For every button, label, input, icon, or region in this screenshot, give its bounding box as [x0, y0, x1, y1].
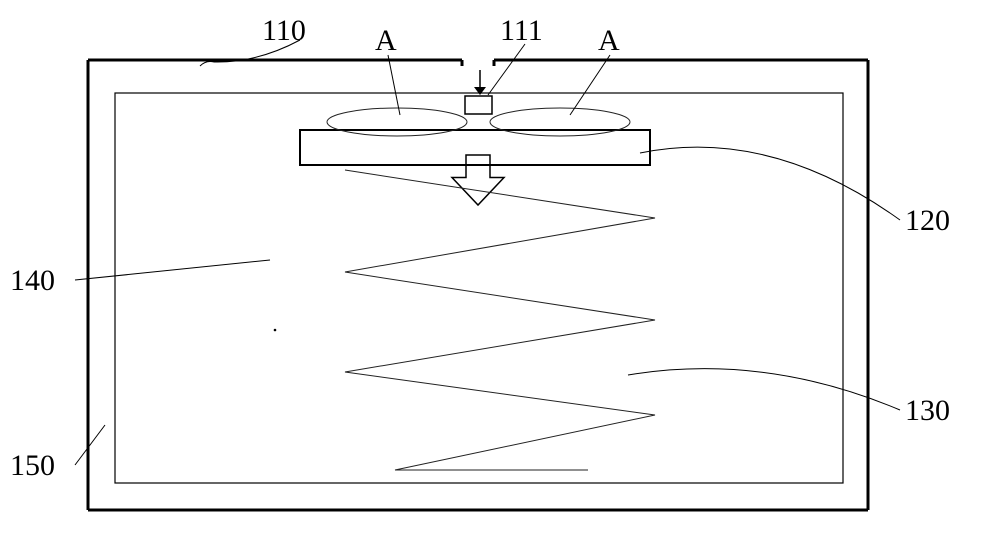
label-l130: 130	[905, 394, 950, 427]
label-l111: 111	[500, 14, 543, 47]
leader-lA1	[388, 55, 400, 115]
spring	[345, 170, 655, 470]
leader-l110-hook	[200, 62, 214, 67]
nub-111	[465, 96, 492, 114]
leader-l120	[640, 147, 900, 220]
leader-l140	[75, 260, 270, 280]
label-lA1: A	[375, 24, 397, 57]
leader-l111	[488, 44, 525, 95]
label-l110: 110	[262, 14, 306, 47]
top-plate	[300, 130, 650, 165]
leader-lA2	[570, 55, 610, 115]
diagram-canvas: 110 111 A A 120 130 140 150	[0, 0, 1000, 534]
label-l150: 150	[10, 449, 55, 482]
small-arrow-head	[474, 87, 486, 95]
label-l120: 120	[905, 204, 950, 237]
label-lA2: A	[598, 24, 620, 57]
leader-l130	[628, 369, 900, 410]
dot	[274, 329, 277, 332]
label-l140: 140	[10, 264, 55, 297]
leader-l150	[75, 425, 105, 465]
